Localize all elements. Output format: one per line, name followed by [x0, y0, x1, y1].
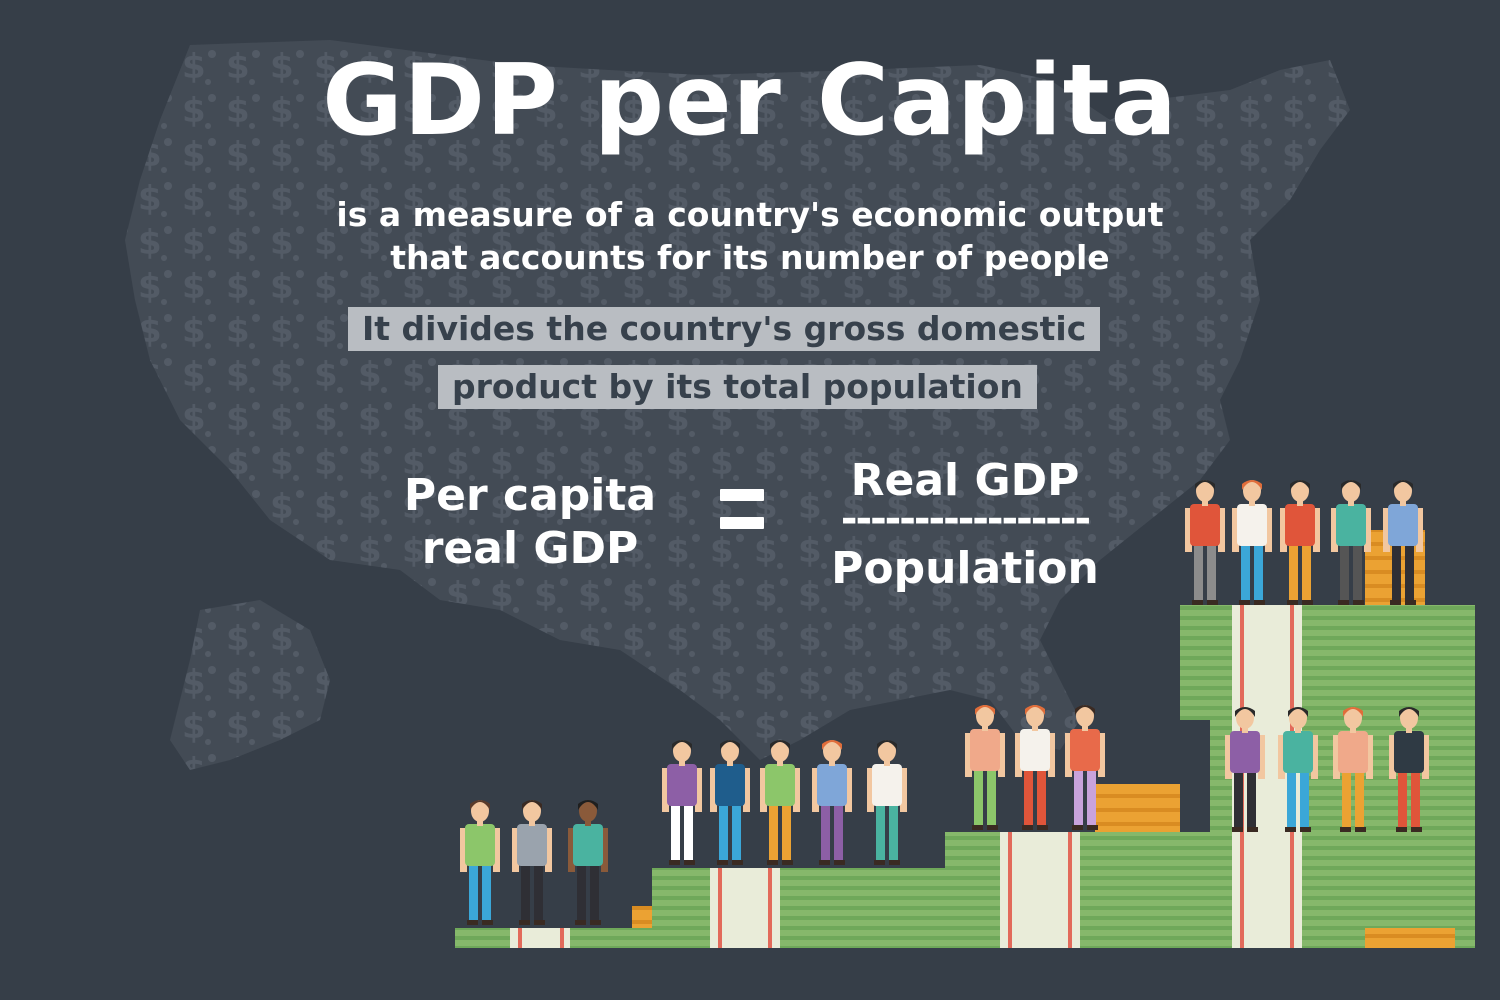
person-figure: [1331, 480, 1371, 605]
formula-denominator: Population: [831, 543, 1099, 594]
formula-lhs: Per capita real GDP: [380, 470, 680, 576]
person-figure: [1015, 705, 1055, 830]
person-figure: [512, 800, 552, 925]
highlight-line-2: product by its total population: [438, 365, 1037, 409]
money-stack-3: [945, 784, 1245, 948]
people-group: [460, 480, 1429, 925]
alaska-shape: [170, 600, 330, 770]
person-figure: [1333, 707, 1373, 832]
formula-lhs-line-1: Per capita: [403, 470, 657, 521]
person-figure: [1185, 480, 1225, 605]
person-figure: [760, 740, 800, 865]
formula-lhs-line-2: real GDP: [421, 522, 639, 574]
subtitle-line-1: is a measure of a country's economic out…: [336, 195, 1164, 234]
subtitle-line-2: that accounts for its number of people: [390, 238, 1110, 277]
fraction-bar: -----------------: [840, 496, 1091, 542]
person-figure: [710, 740, 750, 865]
person-figure: [867, 740, 907, 865]
person-figure: [1278, 707, 1318, 832]
formula-numerator: Real GDP: [850, 455, 1080, 506]
equals-sign: [712, 489, 772, 545]
page-title: GDP per Capita: [322, 44, 1178, 158]
person-figure: [1065, 705, 1105, 830]
person-figure: [1232, 480, 1272, 605]
person-figure: [1225, 707, 1265, 832]
person-figure: [662, 740, 702, 865]
person-figure: [1280, 480, 1320, 605]
money-stack-2: [652, 868, 947, 948]
highlight-line-1: It divides the country's gross domestic: [348, 307, 1101, 351]
person-figure: [568, 800, 608, 925]
person-figure: [965, 705, 1005, 830]
person-figure: [1383, 480, 1423, 605]
person-figure: [812, 740, 852, 865]
person-figure: [460, 800, 500, 925]
person-figure: [1389, 707, 1429, 832]
